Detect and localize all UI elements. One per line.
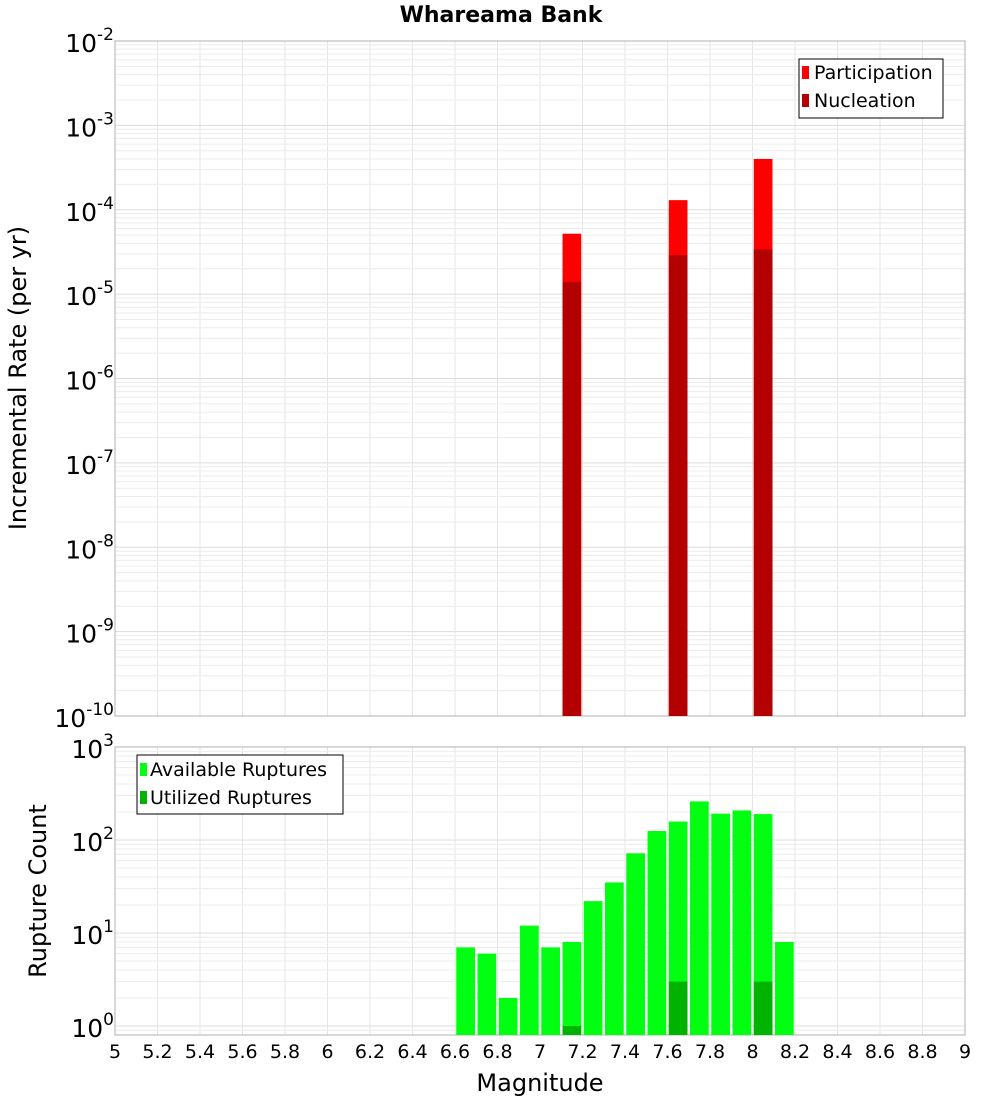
x-tick-label: 7.2	[567, 1041, 597, 1063]
top-y-tick-labels: 10-10 10-9 10-8 10-7 10-6 10-5 10-4 10-3 10-2	[54, 25, 114, 733]
x-tick-label: 8.2	[780, 1041, 810, 1063]
available-ruptures-bar	[647, 830, 667, 1035]
nucleation-bar	[753, 249, 773, 716]
x-tick-label: 5.4	[185, 1041, 215, 1063]
y-tick-label: 10-8	[65, 531, 114, 564]
x-tick-label: 7	[534, 1041, 546, 1063]
available-ruptures-bar	[753, 814, 773, 1035]
x-tick-label: 6	[321, 1041, 333, 1063]
top-legend-box	[798, 58, 944, 119]
y-tick-label: 100	[71, 1010, 114, 1043]
available-ruptures-bar	[541, 947, 560, 1035]
y-tick-label: 10-7	[65, 447, 114, 480]
y-tick-label: 102	[71, 824, 114, 857]
legend-label-utilized: Utilized Ruptures	[150, 787, 312, 809]
available-ruptures-bar	[775, 942, 794, 1035]
legend-label-available: Available Ruptures	[150, 759, 327, 781]
available-ruptures-bar	[690, 801, 709, 1035]
utilized-ruptures-bar	[753, 981, 773, 1035]
y-tick-label: 10-5	[65, 278, 114, 311]
nucleation-bar	[562, 281, 582, 716]
x-tick-label: 6.8	[482, 1041, 512, 1063]
nucleation-bar	[668, 255, 688, 716]
available-ruptures-bar	[562, 942, 582, 1035]
bottom-legend-box	[136, 754, 344, 815]
x-tick-label: 6.4	[397, 1041, 427, 1063]
available-ruptures-bar	[711, 813, 730, 1035]
bottom-y-axis-label: Rupture Count	[24, 804, 52, 978]
available-ruptures-bar	[477, 953, 497, 1035]
x-tick-labels: 5 5.2 5.4 5.6 5.8 6 6.2 6.4 6.6 6.8 7 7.2 7.4 7.6 7.8 8…	[109, 1041, 971, 1063]
x-tick-label: 5	[109, 1041, 121, 1063]
bottom-plot-frame	[114, 746, 966, 1036]
top-legend: Participation Nucleation	[798, 58, 944, 119]
bottom-legend: Available Ruptures Utilized Ruptures	[136, 754, 344, 815]
y-tick-label: 10-9	[65, 616, 114, 649]
x-tick-label: 9	[959, 1041, 971, 1063]
utilized-ruptures-bar	[668, 981, 688, 1035]
x-tick-label: 5.8	[270, 1041, 300, 1063]
x-tick-label: 7.4	[610, 1041, 640, 1063]
available-ruptures-bar	[498, 997, 518, 1035]
y-tick-label: 10-2	[65, 25, 114, 58]
y-tick-label: 10-3	[65, 109, 114, 142]
x-tick-label: 5.2	[142, 1041, 172, 1063]
legend-swatch-participation	[802, 66, 809, 79]
available-ruptures-bar	[520, 925, 539, 1035]
legend-swatch-available	[140, 763, 147, 776]
top-y-axis-label: Incremental Rate (per yr)	[4, 226, 32, 530]
legend-swatch-nucleation	[802, 94, 809, 107]
utilized-ruptures-bar	[562, 1025, 582, 1035]
y-tick-label: 10-4	[65, 194, 114, 227]
x-tick-label: 6.6	[440, 1041, 470, 1063]
legend-label-participation: Participation	[814, 62, 933, 84]
y-tick-label: 101	[71, 917, 114, 950]
available-ruptures-bar	[732, 810, 752, 1035]
chart-title: Whareama Bank	[400, 3, 604, 28]
top-panel: 10-10 10-9 10-8 10-7 10-6 10-5 10-4 10-3 10-2 In…	[4, 25, 966, 733]
legend-swatch-utilized	[140, 791, 147, 804]
x-tick-label: 8.4	[822, 1041, 852, 1063]
y-tick-label: 10-6	[65, 363, 114, 396]
x-tick-label: 8	[746, 1041, 758, 1063]
available-ruptures-bar	[583, 901, 603, 1035]
x-tick-label: 6.2	[355, 1041, 385, 1063]
available-ruptures-bar	[605, 882, 624, 1035]
y-tick-label: 103	[71, 731, 114, 764]
x-tick-label: 7.6	[652, 1041, 682, 1063]
x-axis-label: Magnitude	[476, 1069, 603, 1097]
y-tick-label: 10-10	[54, 700, 114, 733]
x-tick-label: 8.8	[907, 1041, 937, 1063]
bottom-y-tick-labels: 100 101 102 103	[71, 731, 114, 1043]
x-tick-label: 5.6	[227, 1041, 257, 1063]
top-bars	[562, 158, 773, 717]
top-grid	[114, 41, 966, 717]
top-plot-frame	[114, 40, 966, 717]
bottom-panel: 100 101 102 103 Rupture Count Available Rup…	[24, 731, 971, 1097]
x-tick-label: 7.8	[695, 1041, 725, 1063]
available-ruptures-bar	[456, 947, 475, 1035]
bottom-bars	[456, 801, 794, 1035]
legend-label-nucleation: Nucleation	[814, 90, 916, 112]
bottom-grid	[114, 747, 966, 1036]
available-ruptures-bar	[626, 853, 645, 1035]
x-tick-label: 8.6	[865, 1041, 895, 1063]
